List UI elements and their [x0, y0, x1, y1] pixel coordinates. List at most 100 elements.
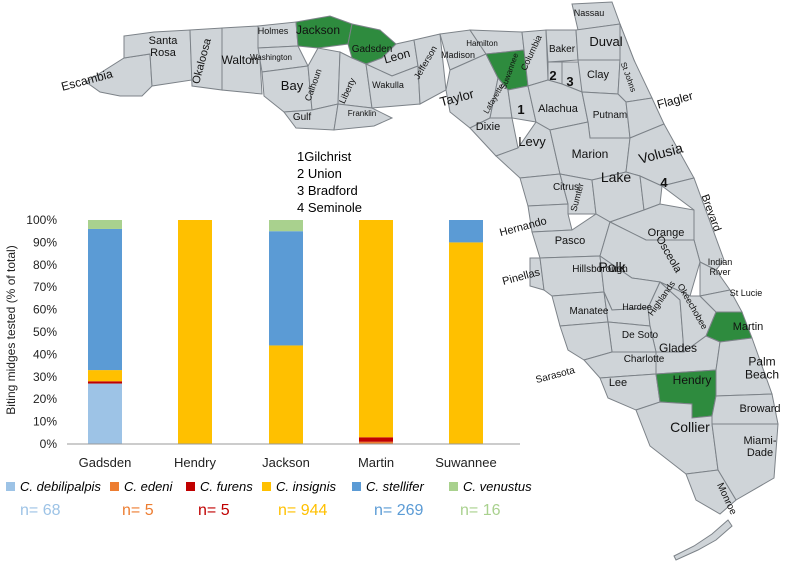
- county-label: Hardee: [622, 302, 652, 312]
- county-label: Marion: [572, 147, 609, 161]
- county-label: Madison: [441, 50, 475, 60]
- county-label: Clay: [587, 69, 610, 81]
- county-label: 2: [549, 68, 556, 83]
- legend-swatch: [449, 482, 458, 491]
- county-hernando: [527, 203, 573, 233]
- x-tick-label: Gadsden: [79, 455, 132, 470]
- florida-keys: [673, 519, 733, 561]
- sample-count: n= 269: [374, 502, 424, 519]
- key-item-3: 3 Bradford: [297, 183, 358, 198]
- county-label: Duval: [589, 34, 622, 49]
- bar-segment: [88, 381, 122, 384]
- legend-label: C. insignis: [276, 479, 336, 494]
- legend-swatch: [352, 482, 361, 491]
- legend-item: C. venustus: [449, 479, 532, 494]
- bar-segment: [88, 220, 122, 229]
- key-item-2: 2 Union: [297, 166, 342, 181]
- county-label: Sarasota: [535, 365, 577, 386]
- county-label: Polk: [598, 259, 626, 275]
- legend-item: C. stellifer: [352, 479, 424, 494]
- legend-item: C. edeni: [110, 479, 172, 494]
- county-label: Franklin: [348, 109, 376, 118]
- county-label: Pasco: [555, 235, 586, 247]
- county-label: Baker: [549, 44, 576, 55]
- county-number-key: 1Gilchrist 2 Union 3 Bradford 4 Seminole: [297, 148, 362, 216]
- y-tick-label: 80%: [33, 258, 57, 272]
- county-dixie: [469, 117, 519, 157]
- county-label: Hillsborough: [572, 264, 628, 275]
- county-label: Manatee: [570, 306, 609, 317]
- x-tick-label: Jackson: [262, 455, 310, 470]
- bar-segment: [359, 441, 393, 444]
- bar-segment: [269, 220, 303, 232]
- county-label: Gulf: [293, 112, 312, 123]
- legend-item: C. insignis: [262, 479, 336, 494]
- y-tick-label: 100%: [26, 213, 57, 227]
- bar-segment: [449, 220, 483, 243]
- county-label: Holmes: [258, 26, 289, 36]
- legend-item: C. furens: [186, 479, 253, 494]
- county-label: Hendry: [673, 373, 712, 387]
- county-jefferson: [413, 33, 447, 105]
- key-item-4: 4 Seminole: [297, 200, 363, 215]
- y-tick-label: 10%: [33, 415, 57, 429]
- stacked-bar-chart: Biting midges tested (% of total) 0% 10% 2…: [4, 213, 520, 470]
- county-label: Citrus: [553, 182, 579, 193]
- legend-label: C. debilipalpis: [20, 479, 101, 494]
- county-label: St Lucie: [730, 288, 763, 298]
- county-label: 3: [566, 74, 573, 89]
- county-label: De Soto: [622, 330, 659, 341]
- county-label: Bay: [281, 78, 304, 93]
- county-franklin: [333, 103, 394, 131]
- bar-segment: [449, 242, 483, 444]
- county-label: Dixie: [476, 121, 500, 133]
- y-tick-label: 90%: [33, 235, 57, 249]
- key-item-1: 1Gilchrist: [297, 149, 352, 164]
- county-label: Walton: [222, 53, 259, 67]
- county-label: Gadsden: [352, 44, 393, 55]
- county-collier: [635, 401, 719, 475]
- county-label: 4: [660, 175, 668, 190]
- county-label: Jackson: [296, 23, 340, 37]
- sample-count: n= 5: [198, 502, 230, 519]
- x-tick-label: Hendry: [174, 455, 216, 470]
- county-label: Palm Beach: [745, 354, 779, 381]
- county-label: Wakulla: [372, 80, 404, 90]
- county-label: Alachua: [538, 103, 579, 115]
- county-label: Santa Rosa: [149, 35, 179, 59]
- legend-swatch: [110, 482, 119, 491]
- county-label: Miami-Dade: [744, 435, 777, 459]
- county-sumter: [559, 173, 597, 215]
- county-label: Hamilton: [466, 39, 498, 48]
- county-label: Washington: [250, 53, 292, 62]
- county-label: Flagler: [655, 89, 694, 112]
- county-label: Glades: [659, 341, 697, 355]
- legend-label: C. furens: [200, 479, 253, 494]
- bar-segment: [88, 228, 122, 371]
- county-monroe: [685, 469, 737, 515]
- bar-segment: [178, 220, 212, 444]
- county-label: 1: [517, 102, 524, 117]
- sample-count: n= 68: [20, 502, 61, 519]
- county-label: Putnam: [593, 110, 627, 121]
- x-axis-ticks: Gadsden Hendry Jackson Martin Suwannee: [79, 455, 497, 470]
- bar-segment: [269, 345, 303, 444]
- bar-segment: [88, 383, 122, 444]
- y-tick-label: 70%: [33, 280, 57, 294]
- y-axis-ticks: 0% 10% 20% 30% 40% 50% 60% 70% 80% 90% 100%: [26, 213, 57, 451]
- county-miami-dade: [711, 423, 779, 501]
- legend-item: C. debilipalpis: [6, 479, 101, 494]
- legend-swatch: [6, 482, 15, 491]
- county-label: Charlotte: [624, 354, 665, 365]
- x-tick-label: Martin: [358, 455, 394, 470]
- county-label: Lee: [609, 377, 627, 389]
- y-tick-label: 0%: [40, 437, 58, 451]
- county-label: Collier: [670, 419, 710, 435]
- county-label: Orange: [648, 227, 685, 239]
- y-axis-label: Biting midges tested (% of total): [4, 245, 18, 414]
- bars: [88, 220, 483, 444]
- sample-count: n= 944: [278, 502, 328, 519]
- y-tick-label: 40%: [33, 347, 57, 361]
- bar-segment: [359, 437, 393, 442]
